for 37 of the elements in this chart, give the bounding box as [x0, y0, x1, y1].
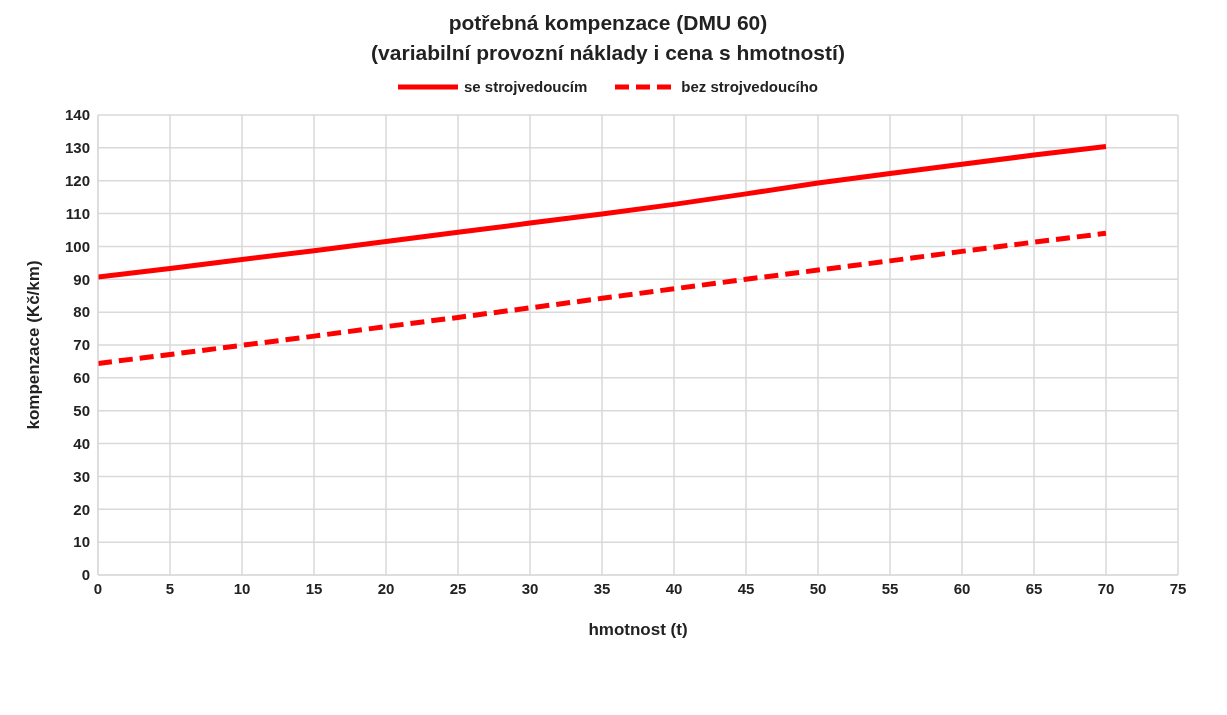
x-tick-label: 20	[377, 579, 395, 597]
y-tick-label: 0	[81, 566, 90, 584]
y-tick-label: 120	[64, 172, 90, 190]
legend-label: bez strojvedoucího	[681, 78, 819, 95]
y-tick-label: 100	[64, 237, 90, 255]
x-tick-label: 75	[1169, 579, 1187, 597]
x-tick-label: 45	[737, 579, 755, 597]
x-tick-label: 70	[1097, 579, 1115, 597]
x-tick-label: 25	[449, 579, 467, 597]
y-tick-label: 90	[73, 270, 90, 288]
x-tick-label: 55	[881, 579, 899, 597]
y-tick-label: 30	[73, 467, 90, 485]
y-tick-label: 10	[73, 533, 90, 551]
x-tick-label: 65	[1025, 579, 1043, 597]
x-tick-label: 40	[665, 579, 683, 597]
x-tick-label: 60	[953, 579, 971, 597]
y-tick-label: 130	[64, 139, 90, 157]
x-axis-title: hmotnost (t)	[588, 620, 688, 639]
y-tick-label: 50	[73, 402, 90, 420]
x-tick-label: 5	[165, 579, 175, 597]
y-tick-label: 60	[73, 369, 90, 387]
y-tick-label: 40	[73, 434, 90, 452]
y-tick-label: 70	[73, 336, 90, 354]
x-tick-label: 30	[521, 579, 539, 597]
x-tick-label: 35	[593, 579, 611, 597]
x-tick-label: 0	[93, 579, 103, 597]
y-tick-label: 110	[65, 204, 90, 222]
chart-title: potřebná kompenzace (DMU 60)	[447, 10, 769, 36]
x-tick-label: 10	[233, 579, 251, 597]
y-tick-label: 140	[64, 106, 90, 124]
chart-subtitle: (variabilní provozní náklady i cena s hmotností)	[370, 40, 846, 66]
legend-label: se strojvedoucím	[463, 78, 588, 95]
x-tick-label: 50	[809, 579, 827, 597]
y-tick-label: 20	[73, 500, 90, 518]
y-axis-title: kompenzace (Kč/km)	[24, 260, 44, 430]
x-tick-label: 15	[305, 579, 323, 597]
y-tick-label: 80	[73, 303, 90, 321]
